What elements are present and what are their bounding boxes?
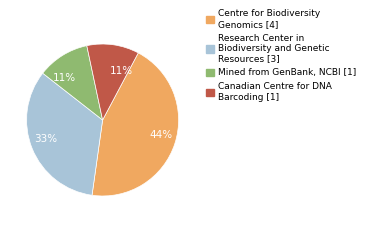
- Text: 11%: 11%: [53, 73, 76, 83]
- Wedge shape: [92, 53, 179, 196]
- Text: 11%: 11%: [109, 66, 133, 76]
- Legend: Centre for Biodiversity
Genomics [4], Research Center in
Biodiversity and Geneti: Centre for Biodiversity Genomics [4], Re…: [206, 9, 356, 102]
- Text: 33%: 33%: [34, 133, 57, 144]
- Wedge shape: [27, 73, 103, 195]
- Text: 44%: 44%: [150, 130, 173, 140]
- Wedge shape: [87, 44, 138, 120]
- Wedge shape: [43, 46, 103, 120]
